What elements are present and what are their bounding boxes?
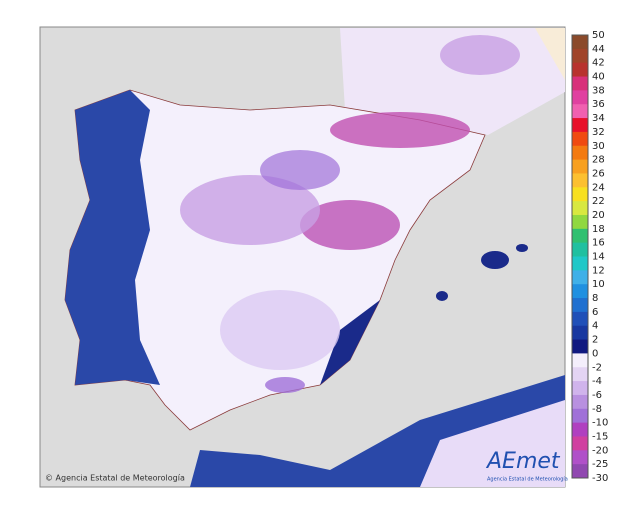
cold-area: [440, 35, 520, 75]
legend-swatch: [572, 201, 588, 216]
legend-swatch: [572, 353, 588, 368]
legend-label: 16: [592, 238, 605, 249]
legend-swatch: [572, 104, 588, 119]
legend-swatch: [572, 214, 588, 230]
legend-label: 6: [592, 307, 598, 318]
cold-area: [260, 150, 340, 190]
legend-label: 22: [592, 196, 605, 207]
legend-swatch: [572, 159, 588, 174]
legend-label: 36: [592, 99, 605, 110]
cold-area: [265, 377, 305, 393]
legend-swatch: [572, 228, 588, 244]
legend-swatch: [572, 311, 588, 327]
menorca: [516, 244, 528, 252]
legend: 5044424038363432302826242220181614121086…: [571, 30, 608, 484]
legend-swatch: [572, 131, 588, 147]
legend-swatch: [572, 173, 588, 188]
legend-label: -4: [592, 376, 602, 387]
legend-swatch: [572, 270, 588, 285]
legend-label: 34: [592, 113, 605, 124]
legend-swatch: [572, 76, 588, 91]
logo-subtitle: Agencia Estatal de Meteorología: [487, 476, 568, 483]
legend-swatch: [572, 422, 588, 437]
legend-label: 4: [592, 321, 598, 332]
legend-label: 30: [592, 141, 605, 152]
legend-label: -20: [592, 445, 608, 456]
legend-swatch: [572, 90, 588, 105]
legend-label: 14: [592, 252, 605, 263]
legend-label: 12: [592, 265, 605, 276]
legend-label: 18: [592, 224, 605, 235]
legend-swatch: [572, 436, 588, 451]
legend-label: 38: [592, 85, 605, 96]
med-band: [320, 300, 380, 385]
legend-label: 32: [592, 127, 605, 138]
cold-area: [300, 200, 400, 250]
cold-area: [330, 112, 470, 148]
legend-swatch: [572, 187, 588, 202]
legend-swatch: [572, 325, 588, 341]
legend-label: 50: [592, 30, 605, 41]
italy-edge: [535, 28, 565, 80]
legend-label: -8: [592, 404, 602, 415]
ibiza: [436, 291, 448, 301]
cold-area: [180, 175, 320, 245]
legend-label: 24: [592, 182, 605, 193]
legend-label: 0: [592, 348, 598, 359]
legend-label: 28: [592, 155, 605, 166]
africa-inland: [420, 400, 565, 487]
legend-swatch: [572, 62, 588, 78]
legend-swatch: [572, 464, 588, 479]
legend-swatch: [572, 381, 588, 396]
atlantic-band: [65, 90, 160, 385]
map: © Agencia Estatal de Meteorología AEmet …: [39, 26, 568, 488]
legend-swatch: [572, 242, 588, 257]
legend-label: 26: [592, 168, 605, 179]
legend-label: 8: [592, 293, 598, 304]
legend-label: -15: [592, 431, 608, 442]
legend-swatch: [572, 48, 588, 64]
legend-label: 40: [592, 72, 605, 83]
legend-label: 2: [592, 335, 598, 346]
legend-label: -25: [592, 459, 608, 470]
legend-label: -30: [592, 473, 608, 484]
legend-frame: [571, 34, 589, 479]
legend-swatch: [572, 450, 588, 465]
legend-label: 42: [592, 58, 605, 69]
legend-swatch: [572, 367, 588, 382]
legend-label: 10: [592, 279, 605, 290]
legend-swatch: [572, 145, 588, 161]
legend-label: -2: [592, 362, 602, 373]
legend-label: -10: [592, 418, 608, 429]
legend-swatch: [572, 284, 588, 299]
legend-swatch: [572, 35, 588, 50]
legend-label: 44: [592, 44, 605, 55]
legend-swatch: [572, 394, 588, 410]
credit: © Agencia Estatal de Meteorología: [45, 474, 185, 483]
legend-label: 20: [592, 210, 605, 221]
legend-swatch: [572, 256, 588, 271]
legend-swatch: [572, 339, 588, 354]
legend-swatch: [572, 298, 588, 313]
legend-label: -6: [592, 390, 602, 401]
cold-area: [220, 290, 340, 370]
legend-swatch: [572, 408, 588, 424]
legend-swatch: [572, 118, 588, 133]
mallorca: [481, 251, 509, 269]
logo: AEmet: [485, 449, 561, 474]
